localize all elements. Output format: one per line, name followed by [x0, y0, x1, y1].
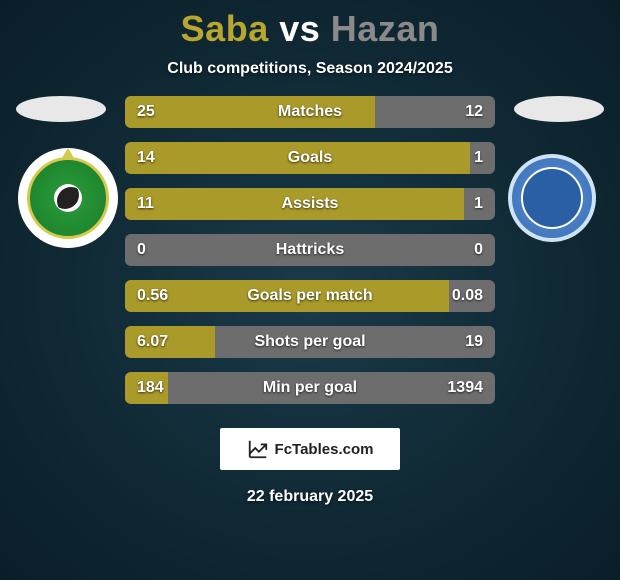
comparison-panel: 25Matches1214Goals111Assists10Hattricks0…: [0, 96, 620, 506]
player1-photo-placeholder: [16, 96, 106, 122]
stat-value-right: 0: [462, 234, 495, 266]
fctables-watermark: FcTables.com: [220, 428, 400, 470]
player1-club-badge: [18, 148, 118, 248]
vs-text: vs: [279, 8, 320, 49]
watermark-text: FcTables.com: [275, 441, 374, 458]
stat-row: 0Hattricks0: [125, 234, 495, 266]
maccabi-petach-tikva-crest-icon: [508, 154, 596, 242]
player2-name: Hazan: [331, 8, 440, 49]
maccabi-haifa-crest-icon: [27, 157, 109, 239]
stat-label: Shots per goal: [125, 326, 495, 358]
stat-value-right: 19: [453, 326, 495, 358]
stat-row: 11Assists1: [125, 188, 495, 220]
stat-value-right: 1: [462, 142, 495, 174]
stat-row: 0.56Goals per match0.08: [125, 280, 495, 312]
stat-label: Matches: [125, 96, 495, 128]
page-title: Saba vs Hazan: [0, 0, 620, 50]
stat-value-right: 12: [453, 96, 495, 128]
stat-value-right: 1394: [435, 372, 495, 404]
stat-label: Goals: [125, 142, 495, 174]
player1-name: Saba: [181, 8, 269, 49]
stat-value-right: 1: [462, 188, 495, 220]
stat-label: Assists: [125, 188, 495, 220]
stats-table: 25Matches1214Goals111Assists10Hattricks0…: [125, 96, 495, 404]
stat-row: 184Min per goal1394: [125, 372, 495, 404]
subtitle: Club competitions, Season 2024/2025: [0, 60, 620, 78]
stat-value-right: 0.08: [440, 280, 495, 312]
player2-club-badge: [502, 148, 602, 248]
stat-label: Hattricks: [125, 234, 495, 266]
stat-row: 25Matches12: [125, 96, 495, 128]
date-text: 22 february 2025: [0, 488, 620, 506]
stat-row: 6.07Shots per goal19: [125, 326, 495, 358]
chart-icon: [247, 438, 269, 460]
stat-row: 14Goals1: [125, 142, 495, 174]
player2-photo-placeholder: [514, 96, 604, 122]
